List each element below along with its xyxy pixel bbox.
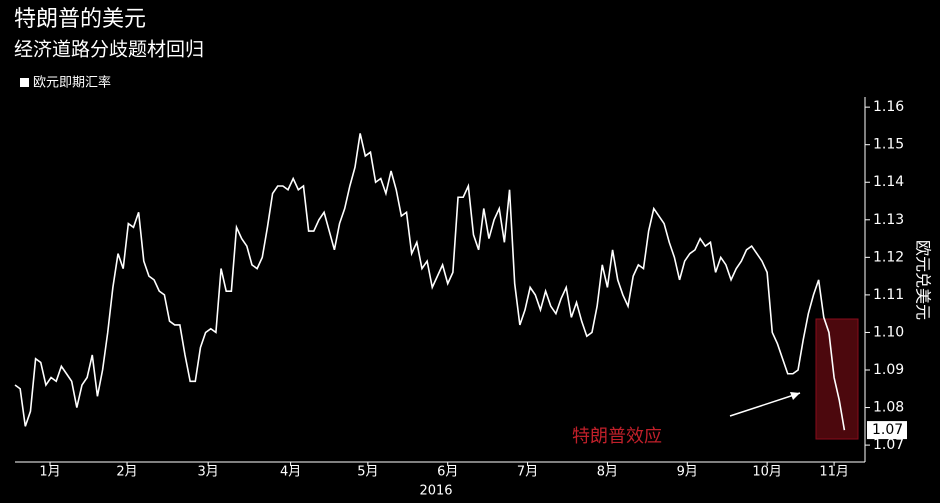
y-axis-label: 欧元兑美元 [914, 240, 933, 320]
x-axis-label: 2016 [419, 484, 452, 499]
x-tick-label: 8月 [597, 465, 618, 480]
y-tick-label: 1.14 [873, 174, 904, 190]
last-value-label: 1.07 [872, 422, 903, 438]
legend-swatch [20, 78, 29, 87]
highlight-box [815, 318, 859, 440]
x-tick-label: 10月 [752, 465, 782, 480]
arrow-shaft [729, 392, 801, 417]
x-tick-label: 1月 [39, 465, 60, 480]
x-tick-label: 4月 [280, 465, 301, 480]
x-tick-label: 3月 [198, 465, 219, 480]
y-tick-label: 1.07 [873, 437, 904, 453]
y-tick-label: 1.12 [873, 249, 904, 265]
y-tick-label: 1.10 [873, 324, 904, 340]
x-tick-label: 2月 [116, 465, 137, 480]
y-tick-label: 1.11 [873, 287, 904, 303]
last-value-box [867, 421, 907, 440]
x-tick-label: 7月 [517, 465, 538, 480]
x-tick-label: 11月 [819, 465, 849, 480]
x-tick-label: 5月 [357, 465, 378, 480]
annotation: 特朗普效应 [572, 426, 662, 447]
y-tick-label: 1.09 [873, 362, 904, 378]
arrow-head [790, 392, 800, 400]
y-tick-label: 1.15 [873, 137, 904, 153]
x-tick-label: 6月 [437, 465, 458, 480]
line [14, 133, 846, 431]
chart-title: 特朗普的美元 [14, 7, 146, 32]
y-tick-label: 1.16 [873, 99, 904, 115]
x-tick-label: 9月 [677, 465, 698, 480]
chart-subtitle: 经济道路分歧题材回归 [14, 39, 204, 61]
legend-label: 欧元即期汇率 [33, 75, 111, 91]
y-tick-label: 1.08 [873, 400, 904, 416]
y-tick-label: 1.13 [873, 212, 904, 228]
